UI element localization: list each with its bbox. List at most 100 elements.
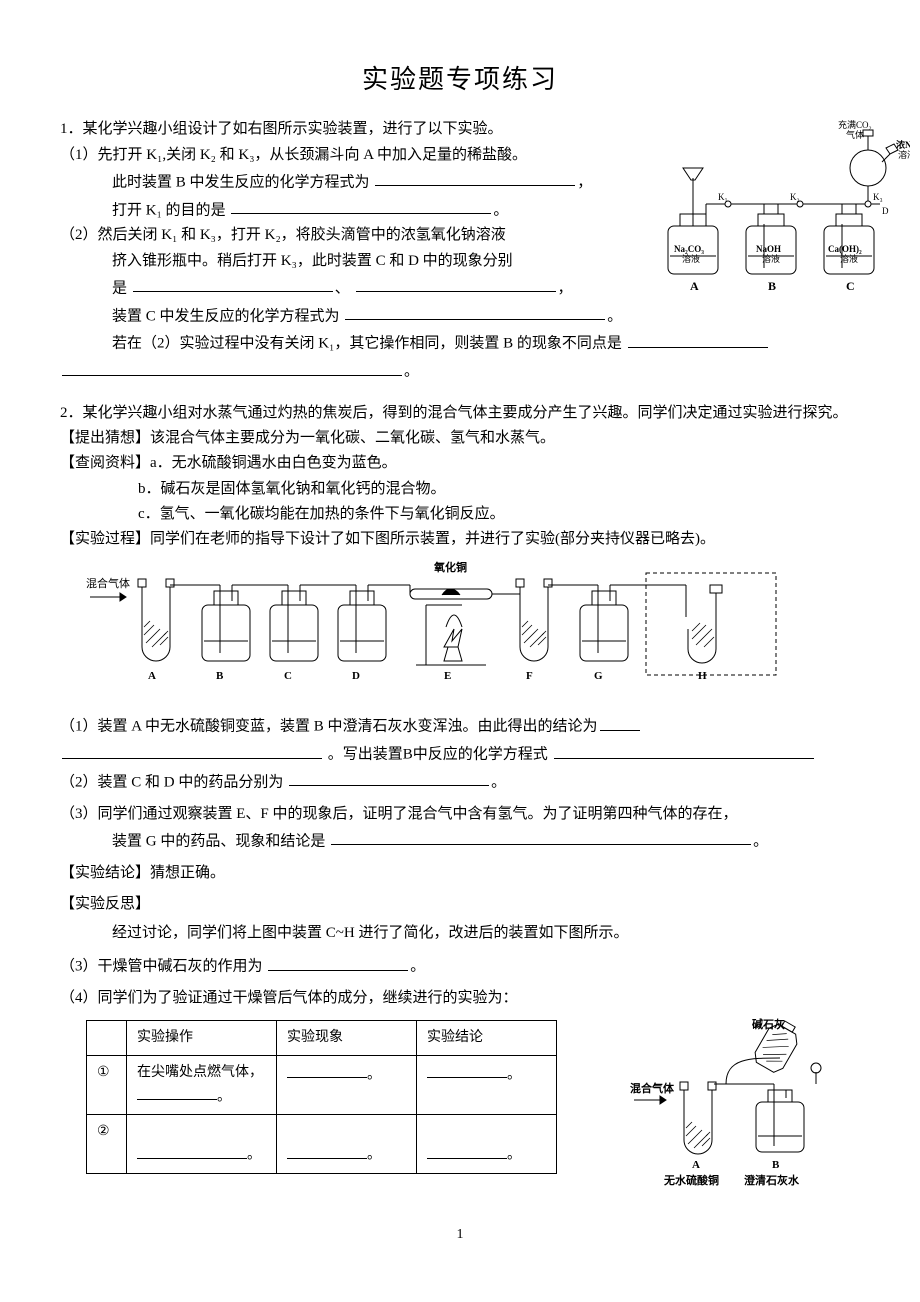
q1-2e-blank2 xyxy=(62,358,402,376)
r1-cn-blank xyxy=(427,1062,507,1078)
q2-conc-label: 【实验结论】 xyxy=(60,865,150,881)
q1-1c-blank xyxy=(231,197,491,215)
fig1-b-chem: NaOH xyxy=(756,244,781,254)
q1-2d-pre: 装置 C 中发生反应的化学方程式为 xyxy=(112,308,340,324)
q1-2c-blank2 xyxy=(356,275,556,293)
fig1-label-naoh1: 浓NaOH xyxy=(896,139,910,150)
figure-q2: 混合气体 氧化铜 A B C D E F G H xyxy=(86,557,860,707)
th-2: 实验现象 xyxy=(277,1021,417,1056)
r2-idx: ② xyxy=(87,1114,127,1173)
fig2-C: C xyxy=(284,670,292,682)
q2-ref-b: b．碱石灰是固体氢氧化钠和氧化钙的混合物。 xyxy=(60,478,860,501)
q2-stem: 2．某化学兴趣小组对水蒸气通过灼热的焦炭后，得到的混合气体主要成分产生了兴趣。同… xyxy=(60,402,860,425)
fig1-a-chem: Na₂CO₃ xyxy=(674,244,704,254)
r1-op: 在尖嘴处点燃气体， 。 xyxy=(127,1055,277,1114)
q2-proc: 【实验过程】同学们在老师的指导下设计了如下图所示装置，并进行了实验(部分夹持仪器… xyxy=(60,528,860,551)
q2-3c: （3）干燥管中碱石灰的作用为 。 xyxy=(60,953,860,979)
q2-1-blank1a xyxy=(600,713,640,731)
fig1-c-chem: Ca(OH)₂ xyxy=(828,244,862,254)
q1-2c-blank1 xyxy=(133,275,333,293)
q2-1b: 。写出装置B中反应的化学方程式 xyxy=(60,741,860,767)
fig3-lime: 碱石灰 xyxy=(752,1017,785,1031)
table-header-row: 实验操作 实验现象 实验结论 xyxy=(87,1021,557,1056)
q1-2e: 若在（2）实验过程中没有关闭 K₁，其它操作相同，则装置 B 的现象不同点是 xyxy=(60,330,860,356)
q2-proc-text: 同学们在老师的指导下设计了如下图所示装置，并进行了实验(部分夹持仪器已略去)。 xyxy=(150,531,715,547)
th-1: 实验操作 xyxy=(127,1021,277,1056)
fig1-c-sol: 溶液 xyxy=(840,253,858,264)
r1-op-pre: 在尖嘴处点燃气体， xyxy=(137,1065,263,1080)
q2-hyp-label: 【提出猜想】 xyxy=(60,430,150,446)
fig1-label-naoh2: 溶液 xyxy=(898,149,910,160)
fig2-F: F xyxy=(526,670,533,682)
q2-conc: 【实验结论】猜想正确。 xyxy=(60,862,860,885)
fig2-E: E xyxy=(444,670,451,682)
q2-refl-label-row: 【实验反思】 xyxy=(60,893,860,916)
q2-3-blank xyxy=(331,828,751,846)
r2-op-blank xyxy=(137,1142,247,1158)
q2-conc-text: 猜想正确。 xyxy=(150,865,225,881)
q1-1b-pre: 此时装置 B 中发生反应的化学方程式为 xyxy=(112,174,370,190)
fig1-a-sol: 溶液 xyxy=(682,253,700,264)
fig1-label-co2a: 充满CO₂ xyxy=(838,119,872,130)
q2-proc-label: 【实验过程】 xyxy=(60,531,150,547)
fig1-label-co2b: 气体 xyxy=(846,129,864,140)
fig1-c: C xyxy=(846,279,855,293)
fig2-A: A xyxy=(148,670,156,682)
question-1: 充满CO₂ 气体 浓NaOH 溶液 K₁ K₂ K₃ D Na₂CO₃ 溶液 N… xyxy=(60,118,860,386)
r1-op-blank xyxy=(137,1084,217,1100)
q2-4: （4）同学们为了验证通过干燥管后气体的成分，继续进行的实验为： xyxy=(60,987,860,1010)
fig1-b: B xyxy=(768,279,776,293)
q1-2c-pre: 是 xyxy=(112,280,127,296)
r2-ph: 。 xyxy=(277,1114,417,1173)
fig2-D: D xyxy=(352,670,360,682)
r1-ph: 。 xyxy=(277,1055,417,1114)
experiment-table: 实验操作 实验现象 实验结论 ① 在尖嘴处点燃气体， 。 。 。 ② 。 。 xyxy=(86,1020,557,1173)
q2-3c-blank xyxy=(268,953,408,971)
question-2: 2．某化学兴趣小组对水蒸气通过灼热的焦炭后，得到的混合气体主要成分产生了兴趣。同… xyxy=(60,402,860,1195)
fig1-label-k3: K₃ xyxy=(873,192,883,202)
fig3-A: A xyxy=(692,1159,700,1171)
q2-1-pre: （1）装置 A 中无水硫酸铜变蓝，装置 B 中澄清石灰水变浑浊。由此得出的结论为 xyxy=(60,719,598,735)
q1-2e-pre: 若在（2）实验过程中没有关闭 K₁，其它操作相同，则装置 B 的现象不同点是 xyxy=(112,336,622,352)
r1-idx: ① xyxy=(87,1055,127,1114)
table-row: ② 。 。 。 xyxy=(87,1114,557,1173)
page-number: 1 xyxy=(60,1224,860,1246)
q2-2-blank xyxy=(289,769,489,787)
r1-ph-blank xyxy=(287,1062,367,1078)
table-row: ① 在尖嘴处点燃气体， 。 。 。 xyxy=(87,1055,557,1114)
q2-3: （3）同学们通过观察装置 E、F 中的现象后，证明了混合气中含有氢气。为了证明第… xyxy=(60,803,860,826)
fig2-G: G xyxy=(594,670,603,682)
q2-1-mid: 。写出装置B中反应的化学方程式 xyxy=(328,747,548,763)
q2-refl-label: 【实验反思】 xyxy=(60,896,150,912)
th-0 xyxy=(87,1021,127,1056)
fig3-inlet: 混合气体 xyxy=(630,1081,675,1095)
figure-q2b: 碱石灰 混合气体 A B 无水硫酸铜 澄清石灰水 xyxy=(630,1014,860,1194)
r1-cn: 。 xyxy=(417,1055,557,1114)
fig1-label-k1: K₁ xyxy=(718,192,728,202)
r2-op: 。 xyxy=(127,1114,277,1173)
q1-2e-blank1 xyxy=(628,330,768,348)
q2-1-blank2 xyxy=(554,741,814,759)
fig1-a: A xyxy=(690,279,699,293)
fig3-Bcap: 澄清石灰水 xyxy=(744,1173,800,1187)
r2-ph-blank xyxy=(287,1142,367,1158)
q2-ref-a: a．无水硫酸铜遇水由白色变为蓝色。 xyxy=(150,455,397,471)
th-3: 实验结论 xyxy=(417,1021,557,1056)
fig2-H: H xyxy=(698,670,707,682)
q1-2d-blank xyxy=(345,303,605,321)
fig2-inlet: 混合气体 xyxy=(86,576,130,590)
q1-2e-cont: 。 xyxy=(60,358,860,384)
q2-hyp-text: 该混合气体主要成分为一氧化碳、二氧化碳、氢气和水蒸气。 xyxy=(150,430,555,446)
q2-3b: 装置 G 中的药品、现象和结论是 。 xyxy=(60,828,860,854)
q2-1: （1）装置 A 中无水硫酸铜变蓝，装置 B 中澄清石灰水变浑浊。由此得出的结论为 xyxy=(60,713,860,739)
q2-ref-c: c．氢气、一氧化碳均能在加热的条件下与氧化铜反应。 xyxy=(60,503,860,526)
fig1-b-sol: 溶液 xyxy=(762,253,780,264)
fig2-B: B xyxy=(216,670,224,682)
q2-3-mid: 装置 G 中的药品、现象和结论是 xyxy=(112,833,325,849)
fig3-Acap: 无水硫酸铜 xyxy=(663,1173,719,1187)
q1-1b-blank xyxy=(375,169,575,187)
fig2-cuO: 氧化铜 xyxy=(433,560,467,574)
q1-1c-pre: 打开 K₁ 的目的是 xyxy=(112,202,226,218)
q2-ref: 【查阅资料】a．无水硫酸铜遇水由白色变为蓝色。 xyxy=(60,452,860,475)
q2-3-pre: （3）同学们通过观察装置 E、F 中的现象后，证明了混合气中含有氢气。为了证明第… xyxy=(60,806,738,822)
